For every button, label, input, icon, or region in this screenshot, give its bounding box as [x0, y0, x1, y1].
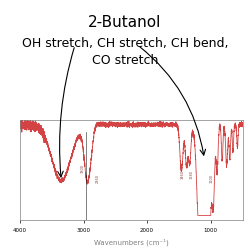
Text: 3300: 3300 — [80, 164, 84, 173]
Text: 1380: 1380 — [189, 170, 193, 179]
X-axis label: Wavenumbers (cm⁻¹): Wavenumbers (cm⁻¹) — [94, 238, 168, 246]
Text: 2-Butanol: 2-Butanol — [88, 15, 162, 30]
Text: 1100: 1100 — [209, 174, 213, 183]
Text: 2960: 2960 — [96, 174, 100, 183]
Text: OH stretch, CH stretch, CH bend,
CO stretch: OH stretch, CH stretch, CH bend, CO stre… — [22, 38, 228, 68]
Text: 1460: 1460 — [180, 170, 184, 179]
